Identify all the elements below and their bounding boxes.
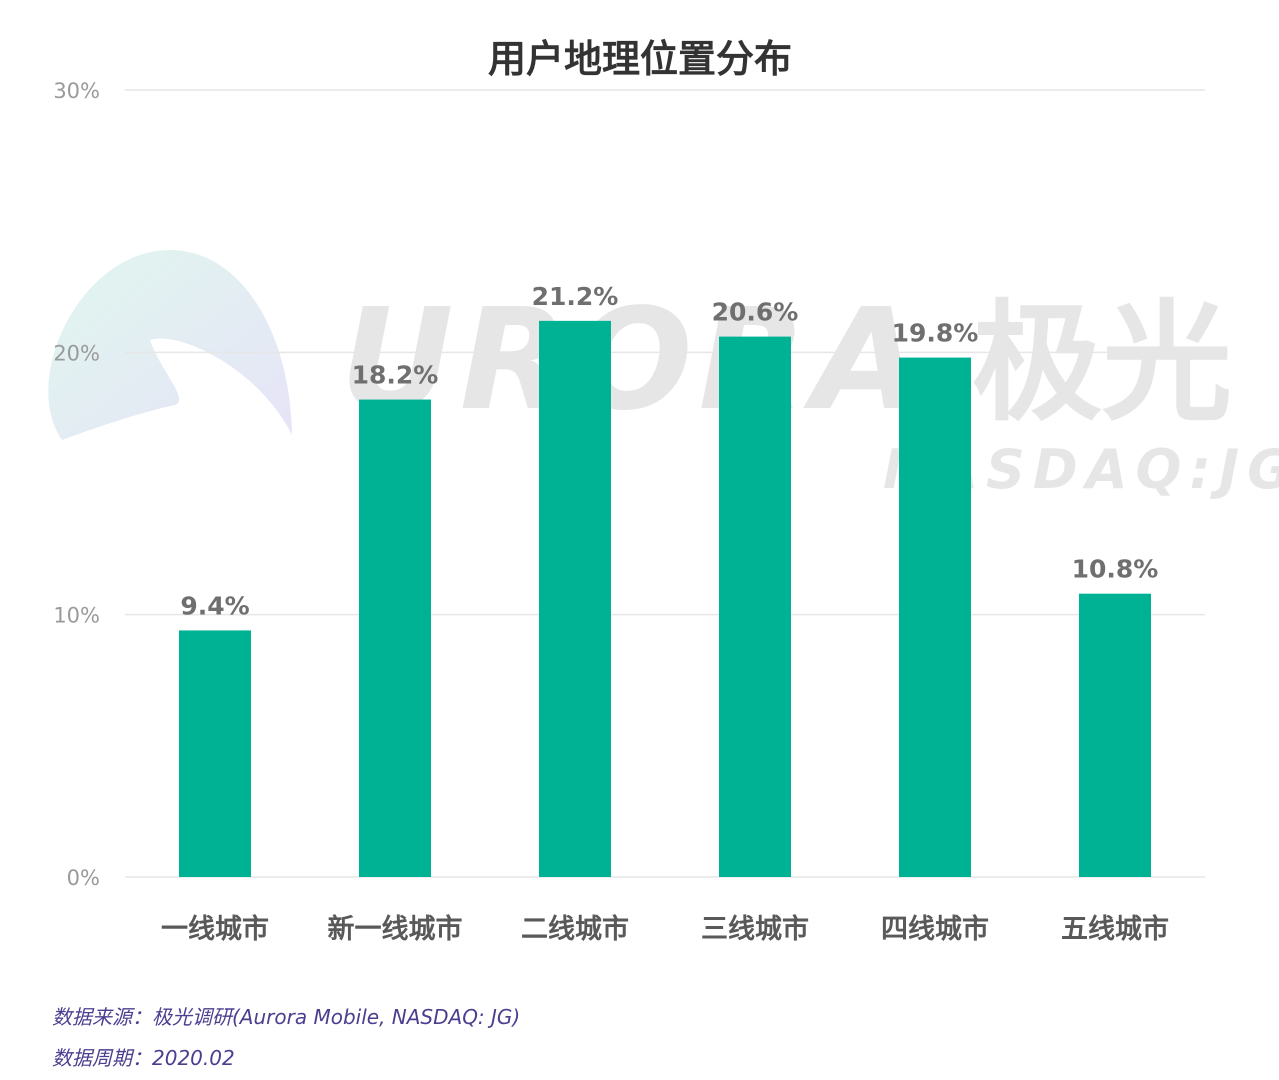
bar-value-label: 21.2%: [532, 282, 619, 311]
bar: [899, 357, 971, 878]
y-tick-label: 0%: [67, 866, 100, 890]
grid-lines: [125, 89, 1205, 878]
x-category-label: 三线城市: [701, 913, 809, 945]
bar-value-label: 9.4%: [180, 591, 249, 620]
bar: [1079, 593, 1151, 877]
source-note: 数据来源：极光调研(Aurora Mobile, NASDAQ: JG): [52, 1005, 521, 1029]
bar-chart: URORA 极光 NASDAQ:JG 用户地理位置分布 0%10%20%30% …: [48, 37, 1279, 945]
bar: [359, 399, 431, 877]
x-category-label: 四线城市: [881, 913, 989, 945]
bar-value-labels: 9.4% 18.2% 21.2% 20.6% 19.8% 10.8%: [180, 282, 1158, 621]
x-axis-ticks: 一线城市 新一线城市 二线城市 三线城市 四线城市 五线城市: [161, 913, 1169, 945]
y-tick-label: 10%: [53, 604, 100, 628]
x-category-label: 一线城市: [161, 913, 269, 945]
bar-value-label: 20.6%: [712, 298, 799, 327]
bar: [719, 336, 791, 877]
bar-value-label: 18.2%: [352, 361, 439, 390]
bar: [179, 630, 251, 877]
bar-value-label: 19.8%: [892, 319, 979, 348]
x-category-label: 二线城市: [521, 913, 629, 945]
chart-title: 用户地理位置分布: [488, 37, 792, 81]
watermark-brand-text: URORA: [340, 279, 927, 442]
bar: [539, 320, 611, 877]
bar-value-label: 10.8%: [1072, 555, 1159, 584]
x-category-label: 新一线城市: [328, 913, 463, 945]
period-note: 数据周期：2020.02: [52, 1046, 235, 1070]
bars: [179, 320, 1151, 878]
y-axis-ticks: 0% 10% 20% 30%: [53, 79, 100, 890]
aurora-logo-watermark: [48, 250, 292, 440]
y-tick-label: 20%: [53, 341, 100, 365]
x-category-label: 五线城市: [1061, 913, 1169, 945]
y-tick-label: 30%: [53, 79, 100, 103]
brand-watermark: URORA 极光 NASDAQ:JG: [340, 279, 1279, 501]
watermark-brand-cn-text: 极光: [972, 287, 1232, 439]
